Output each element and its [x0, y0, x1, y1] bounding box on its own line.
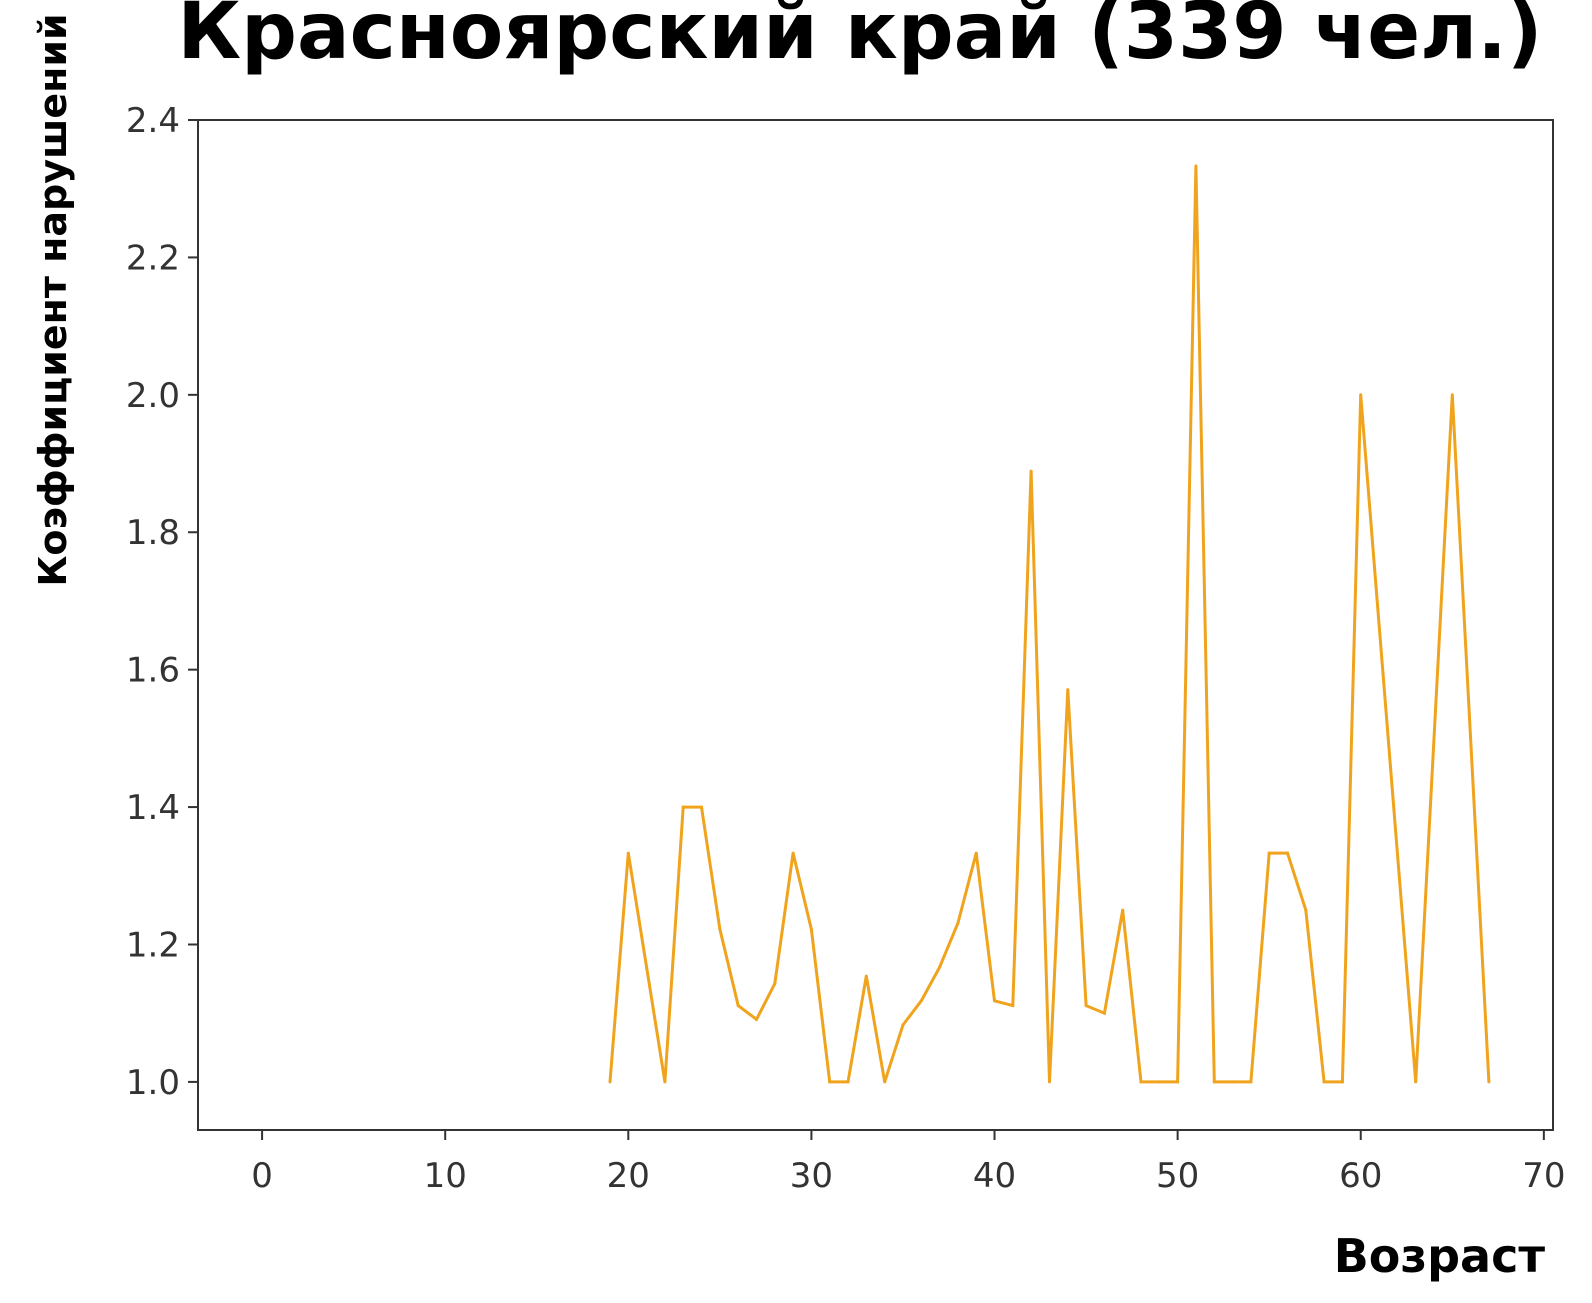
x-tick-label: 50: [1156, 1156, 1199, 1196]
x-axis: 0 10 20 30 40 50 60 70: [251, 1130, 1565, 1196]
y-tick-label: 2.4: [126, 101, 180, 141]
data-point: [864, 974, 868, 978]
y-tick-label: 1.2: [126, 925, 180, 965]
data-point: [626, 851, 630, 855]
data-point: [736, 1004, 740, 1008]
data-point: [1267, 851, 1271, 855]
data-point: [919, 999, 923, 1003]
x-tick-label: 0: [251, 1156, 273, 1196]
y-tick-label: 2.2: [126, 238, 180, 278]
data-point: [1359, 393, 1363, 397]
data-point: [700, 805, 703, 809]
plot-area-frame: [197, 119, 1554, 1131]
data-point: [1469, 736, 1473, 740]
data-point: [1212, 1080, 1216, 1084]
data-point: [773, 982, 777, 986]
data-point: [645, 965, 649, 969]
data-point: [1487, 1080, 1491, 1084]
data-point: [1084, 1004, 1088, 1008]
data-point: [993, 999, 996, 1003]
data-point: [1176, 1080, 1180, 1084]
data-point: [791, 851, 795, 855]
y-tick-label: 1.4: [126, 788, 180, 828]
data-point: [1304, 908, 1308, 912]
data-point: [1286, 851, 1289, 855]
data-point: [1322, 1080, 1326, 1084]
data-point: [663, 1080, 667, 1084]
data-point: [1048, 1080, 1051, 1084]
y-tick-label: 1.0: [126, 1063, 180, 1103]
data-point: [1249, 1080, 1253, 1084]
data-point: [809, 927, 813, 931]
data-point: [1029, 469, 1033, 473]
data-point: [828, 1080, 832, 1084]
x-tick-label: 60: [1339, 1156, 1382, 1196]
data-point: [681, 805, 685, 809]
data-point: [1414, 1080, 1418, 1084]
data-point: [755, 1017, 758, 1021]
data-point: [938, 965, 942, 969]
data-points: [608, 164, 1491, 1084]
x-axis-label: Возраст: [1334, 1229, 1546, 1283]
y-tick-label: 1.6: [126, 651, 180, 691]
x-tick-label: 40: [973, 1156, 1016, 1196]
data-point: [974, 851, 978, 855]
y-axis-label: Коэффициент нарушений: [31, 13, 75, 586]
y-tick-label: 2.0: [126, 376, 180, 416]
data-point: [901, 1023, 905, 1027]
data-point: [1231, 1080, 1235, 1084]
data-point: [1102, 1011, 1106, 1015]
x-tick-label: 30: [790, 1156, 833, 1196]
chart-title: Красноярский край (339 чел.): [177, 0, 1542, 77]
data-point: [1194, 164, 1198, 168]
data-point: [1121, 908, 1125, 912]
data-point: [718, 927, 722, 931]
x-tick-label: 70: [1522, 1156, 1565, 1196]
x-tick-label: 10: [424, 1156, 467, 1196]
data-point: [1395, 851, 1399, 855]
data-point: [1450, 393, 1454, 397]
y-tick-label: 1.8: [126, 513, 180, 553]
data-point: [1432, 736, 1436, 740]
data-point: [846, 1080, 850, 1084]
series-line: [608, 165, 1491, 1084]
data-point: [1139, 1080, 1143, 1084]
data-point: [1340, 1080, 1344, 1084]
data-point: [883, 1080, 887, 1084]
x-tick-label: 20: [607, 1156, 650, 1196]
data-point: [1377, 622, 1381, 626]
data-point: [608, 1080, 612, 1084]
data-point: [1066, 688, 1070, 692]
y-axis: 1.0 1.2 1.4 1.6 1.8 2.0 2.2 2.4: [126, 101, 198, 1103]
data-point: [1157, 1080, 1161, 1084]
data-point: [956, 921, 960, 925]
data-point: [1011, 1004, 1015, 1008]
